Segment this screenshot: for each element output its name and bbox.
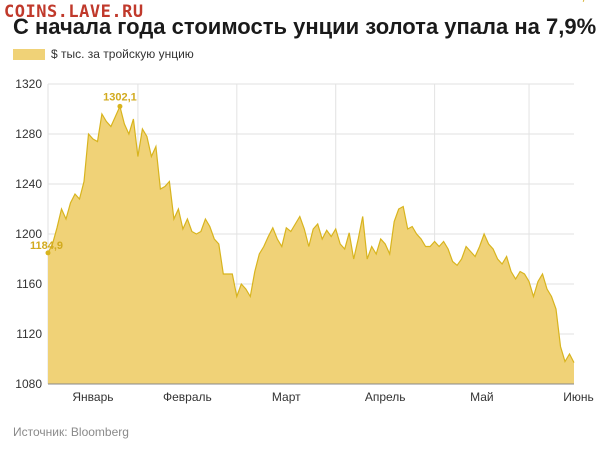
y-tick-label: 1160 (16, 277, 42, 291)
chart-title: С начала года стоимость унции золота упа… (13, 14, 597, 39)
x-tick-label: Март (272, 390, 301, 404)
data-label: 1184,9 (30, 240, 63, 252)
watermark: COINS.LAVE.RU (4, 2, 144, 22)
data-point-marker (117, 103, 123, 109)
area-series (48, 106, 574, 385)
x-tick-label: Апрель (365, 390, 406, 404)
x-tick-label: Июнь (563, 390, 594, 404)
x-tick-label: Февраль (163, 390, 212, 404)
legend-label: $ тыс. за тройскую унцию (51, 47, 194, 61)
data-labels: 1184,9 1302,1 1097,1 (30, 0, 591, 256)
line-series (47, 104, 575, 363)
y-tick-label: 1280 (15, 127, 42, 141)
y-tick-label: 1200 (15, 227, 42, 241)
source-note: Источник: Bloomberg (13, 425, 129, 439)
legend: $ тыс. за тройскую унцию (13, 47, 194, 61)
axes: 1320 1280 1240 1200 1160 1120 1080 Январь Феврал… (15, 77, 594, 404)
x-tick-label: Май (470, 390, 494, 404)
data-label: 1097,1 (557, 0, 591, 3)
x-tick-label: Январь (72, 390, 113, 404)
data-label: 1302,1 (103, 91, 137, 103)
data-point-marker (45, 250, 51, 256)
y-tick-label: 1080 (15, 377, 42, 391)
y-tick-label: 1320 (15, 77, 42, 91)
y-tick-label: 1240 (15, 177, 42, 191)
y-tick-label: 1120 (16, 327, 42, 341)
legend-swatch (13, 48, 45, 60)
